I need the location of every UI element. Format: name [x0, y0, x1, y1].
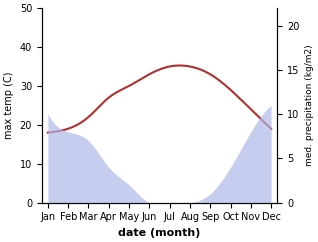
- Y-axis label: max temp (C): max temp (C): [4, 72, 14, 139]
- X-axis label: date (month): date (month): [118, 228, 201, 238]
- Y-axis label: med. precipitation (kg/m2): med. precipitation (kg/m2): [305, 45, 314, 166]
